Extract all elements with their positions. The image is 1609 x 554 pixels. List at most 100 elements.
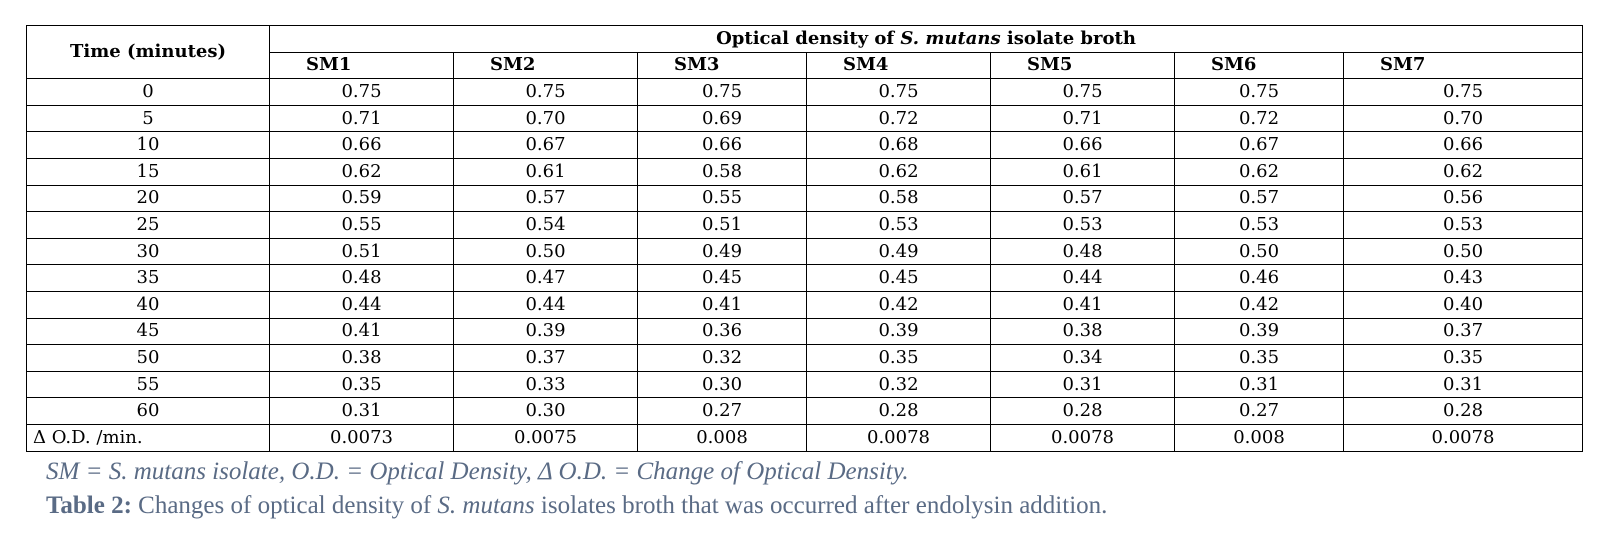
table-header-row: Time (minutes) Optical density of S. mut…	[26, 24, 1584, 80]
od-value-cell: 0.71	[990, 104, 1175, 133]
od-value-cell: 0.41	[637, 290, 807, 319]
delta-od-value-cell: 0.0073	[269, 423, 454, 452]
od-value-cell: 0.43	[1342, 264, 1584, 292]
od-value-cell: 0.57	[990, 184, 1175, 213]
od-value-cell: 0.61	[990, 157, 1175, 186]
table-row: 5 0.71 0.70 0.69 0.72 0.71 0.72 0.70	[26, 104, 1584, 133]
od-value-cell: 0.75	[1342, 78, 1584, 106]
time-column-header: Time (minutes)	[26, 24, 270, 80]
od-value-cell: 0.28	[806, 397, 991, 425]
od-value-cell: 0.40	[1342, 290, 1584, 319]
od-value-cell: 0.37	[453, 344, 638, 372]
time-cell: 35	[26, 264, 270, 292]
od-value-cell: 0.28	[1342, 397, 1584, 425]
od-value-cell: 0.75	[990, 78, 1175, 106]
od-value-cell: 0.58	[637, 157, 807, 186]
od-value-cell: 0.72	[1174, 104, 1344, 133]
isolate-header: SM5	[990, 51, 1175, 80]
group-header-species: S. mutans	[900, 27, 1001, 49]
od-value-cell: 0.54	[453, 211, 638, 239]
od-value-cell: 0.53	[806, 211, 991, 239]
od-value-cell: 0.36	[637, 317, 807, 346]
delta-od-value-cell: 0.008	[637, 423, 807, 452]
od-value-cell: 0.39	[1174, 317, 1344, 346]
od-value-cell: 0.48	[269, 264, 454, 292]
od-value-cell: 0.53	[1342, 211, 1584, 239]
od-value-cell: 0.48	[990, 237, 1175, 266]
od-value-cell: 0.66	[637, 131, 807, 159]
od-value-cell: 0.31	[1174, 370, 1344, 399]
od-value-cell: 0.31	[1342, 370, 1584, 399]
od-value-cell: 0.32	[637, 344, 807, 372]
od-value-cell: 0.62	[806, 157, 991, 186]
od-value-cell: 0.35	[269, 370, 454, 399]
od-value-cell: 0.72	[806, 104, 991, 133]
od-value-cell: 0.39	[453, 317, 638, 346]
od-value-cell: 0.44	[990, 264, 1175, 292]
delta-od-value-cell: 0.0078	[1342, 423, 1584, 452]
time-cell: 20	[26, 184, 270, 213]
table-caption: Table 2: Changes of optical density of S…	[46, 490, 1107, 522]
od-value-cell: 0.67	[453, 131, 638, 159]
od-value-cell: 0.50	[1342, 237, 1584, 266]
table-row: 55 0.35 0.33 0.30 0.32 0.31 0.31 0.31	[26, 370, 1584, 399]
od-value-cell: 0.58	[806, 184, 991, 213]
time-cell: 45	[26, 317, 270, 346]
od-value-cell: 0.66	[269, 131, 454, 159]
group-header-prefix: Optical density of	[716, 27, 901, 49]
table-row: 25 0.55 0.54 0.51 0.53 0.53 0.53 0.53	[26, 211, 1584, 239]
od-value-cell: 0.55	[637, 184, 807, 213]
od-value-cell: 0.49	[806, 237, 991, 266]
table-row: 45 0.41 0.39 0.36 0.39 0.38 0.39 0.37	[26, 317, 1584, 346]
table-row: 35 0.48 0.47 0.45 0.45 0.44 0.46 0.43	[26, 264, 1584, 292]
caption-text-before: Changes of optical density of	[131, 492, 438, 519]
od-value-cell: 0.62	[269, 157, 454, 186]
isolate-header-row: SM1 SM2 SM3 SM4 SM5 SM6 SM7	[27, 51, 1584, 80]
od-value-cell: 0.55	[269, 211, 454, 239]
time-cell: 50	[26, 344, 270, 372]
od-value-cell: 0.35	[806, 344, 991, 372]
od-value-cell: 0.61	[453, 157, 638, 186]
isolate-header: SM2	[453, 51, 638, 80]
time-cell: 25	[26, 211, 270, 239]
delta-od-value-cell: 0.0078	[806, 423, 991, 452]
delta-od-value-cell: 0.0075	[453, 423, 638, 452]
time-cell: 55	[26, 370, 270, 399]
od-value-cell: 0.53	[990, 211, 1175, 239]
od-value-cell: 0.75	[269, 78, 454, 106]
od-value-cell: 0.75	[1174, 78, 1344, 106]
od-value-cell: 0.51	[269, 237, 454, 266]
od-value-cell: 0.47	[453, 264, 638, 292]
time-cell: 40	[26, 290, 270, 319]
table-row: 0 0.75 0.75 0.75 0.75 0.75 0.75 0.75	[26, 78, 1584, 106]
od-value-cell: 0.28	[990, 397, 1175, 425]
caption-label: Table 2:	[46, 492, 132, 519]
od-value-cell: 0.66	[1342, 131, 1584, 159]
od-value-cell: 0.50	[453, 237, 638, 266]
table-row: 60 0.31 0.30 0.27 0.28 0.28 0.27 0.28	[26, 397, 1584, 425]
od-value-cell: 0.32	[806, 370, 991, 399]
od-value-cell: 0.31	[990, 370, 1175, 399]
caption-species: S. mutans	[437, 492, 535, 519]
table-row: 40 0.44 0.44 0.41 0.42 0.41 0.42 0.40	[26, 290, 1584, 319]
od-value-cell: 0.27	[1174, 397, 1344, 425]
time-cell: 60	[26, 397, 270, 425]
od-value-cell: 0.62	[1174, 157, 1344, 186]
delta-od-row: Δ O.D. /min. 0.0073 0.0075 0.008 0.0078 0.007…	[26, 423, 1584, 452]
od-value-cell: 0.56	[1342, 184, 1584, 213]
table-footnote: SM = S. mutans isolate, O.D. = Optical D…	[46, 458, 909, 485]
optical-density-group-header: Optical density of S. mutans isolate bro…	[268, 25, 1584, 53]
isolate-header: SM1	[269, 51, 454, 80]
od-value-cell: 0.42	[1174, 290, 1344, 319]
od-value-cell: 0.34	[990, 344, 1175, 372]
od-value-cell: 0.44	[453, 290, 638, 319]
time-cell: 5	[26, 104, 270, 133]
table-row: 15 0.62 0.61 0.58 0.62 0.61 0.62 0.62	[26, 157, 1584, 186]
od-value-cell: 0.35	[1342, 344, 1584, 372]
od-value-cell: 0.41	[269, 317, 454, 346]
od-value-cell: 0.70	[1342, 104, 1584, 133]
table-row: 10 0.66 0.67 0.66 0.68 0.66 0.67 0.66	[26, 131, 1584, 159]
od-value-cell: 0.68	[806, 131, 991, 159]
od-value-cell: 0.37	[1342, 317, 1584, 346]
od-value-cell: 0.75	[453, 78, 638, 106]
